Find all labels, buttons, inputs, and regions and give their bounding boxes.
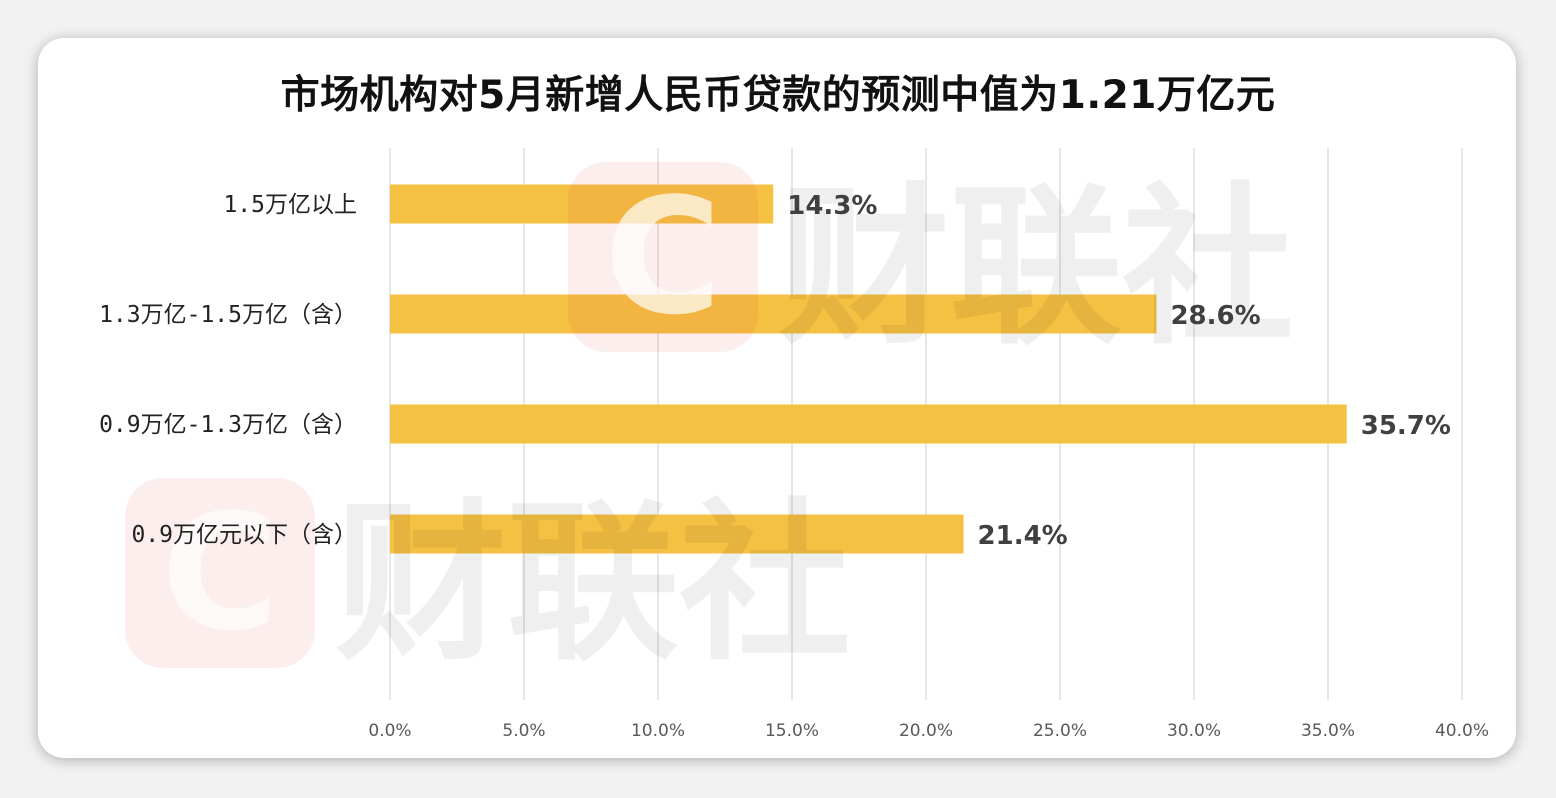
x-tick-label: 30.0%	[1167, 721, 1221, 741]
watermark-text: 财联社	[778, 167, 1294, 368]
bar	[390, 514, 964, 554]
watermark-text: 财联社	[335, 483, 851, 684]
x-tick-label: 10.0%	[631, 721, 685, 741]
category-label: 1.3万亿-1.5万亿（含）	[99, 302, 357, 328]
x-tick-label: 15.0%	[765, 721, 819, 741]
x-tick-label: 0.0%	[368, 721, 411, 741]
watermark: C 财联社 C 财联社	[125, 162, 1294, 684]
logo-letter: C	[161, 479, 278, 666]
watermark-logo: C 财联社	[125, 478, 851, 684]
bar	[390, 294, 1157, 334]
category-label: 0.9万亿-1.3万亿（含）	[99, 412, 357, 438]
data-label: 28.6%	[1170, 301, 1260, 331]
chart-card	[38, 38, 1516, 758]
logo-letter: C	[604, 163, 721, 350]
x-tick-label: 20.0%	[899, 721, 953, 741]
category-label: 1.5万亿以上	[223, 192, 357, 218]
data-label: 21.4%	[978, 521, 1068, 551]
bar	[390, 184, 774, 224]
logo-badge	[568, 162, 758, 352]
data-label: 35.7%	[1361, 411, 1451, 441]
logo-badge	[125, 478, 315, 668]
watermark-logo: C 财联社	[568, 162, 1294, 368]
chart-title: 市场机构对5月新增人民币贷款的预测中值为1.21万亿元	[280, 73, 1276, 118]
x-tick-label: 25.0%	[1033, 721, 1087, 741]
data-label: 14.3%	[787, 191, 877, 221]
x-tick-label: 40.0%	[1435, 721, 1489, 741]
x-tick-label: 35.0%	[1301, 721, 1355, 741]
category-label: 0.9万亿元以下（含）	[131, 522, 357, 548]
bar	[390, 404, 1347, 444]
x-tick-label: 5.0%	[502, 721, 545, 741]
